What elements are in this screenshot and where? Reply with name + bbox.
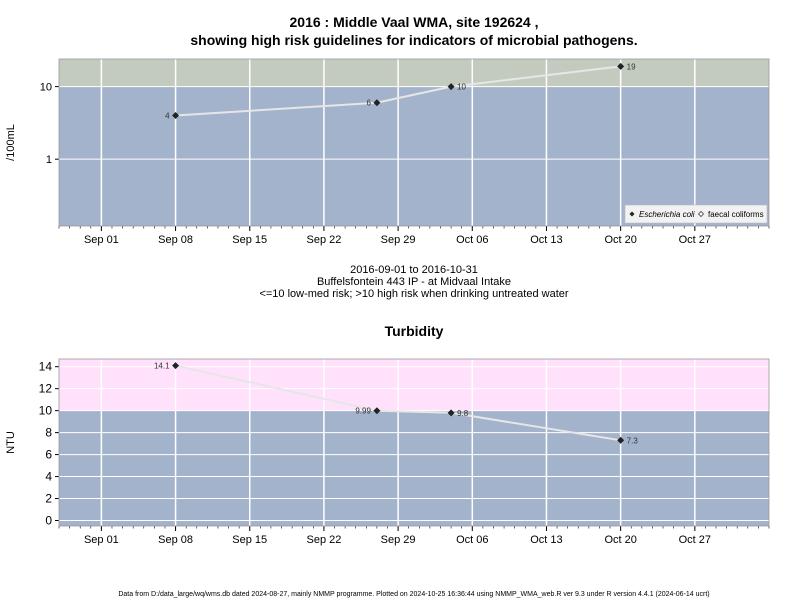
y-tick-label: 10 [40, 82, 52, 94]
series-line [175, 364, 621, 442]
data-label: 4 [165, 111, 170, 120]
y-tick-label: 14 [39, 360, 53, 374]
x-tick-label: Oct 27 [679, 234, 711, 246]
x-tick-label: Oct 20 [604, 234, 636, 246]
x-tick-label: Sep 01 [84, 534, 119, 546]
low-risk-band [59, 86, 769, 226]
x-tick-label: Sep 29 [381, 534, 416, 546]
y-tick-label: 2 [45, 492, 52, 506]
data-point [617, 62, 625, 70]
y-tick-label: 10 [39, 404, 53, 418]
y-axis-label: NTU [5, 431, 17, 454]
data-label: 14.1 [154, 362, 170, 371]
legend-label-ecoli: Escherichia coli [639, 210, 695, 219]
x-tick-label: Oct 13 [530, 534, 562, 546]
data-label: 9.8 [457, 409, 469, 418]
x-tick-label: Oct 20 [604, 534, 636, 546]
x-tick-label: Sep 15 [232, 234, 267, 246]
subtitle-date-range: 2016-09-01 to 2016-10-31 [350, 264, 478, 276]
legend-marker-ecoli [629, 211, 635, 217]
data-point [447, 83, 455, 91]
data-point [373, 407, 381, 415]
legend-box [624, 204, 768, 224]
subtitle-site: Buffelsfontein 443 IP - at Midvaal Intak… [317, 276, 511, 288]
x-tick-label: Oct 27 [679, 534, 711, 546]
y-tick-label: 1 [46, 154, 52, 166]
data-label: 10 [457, 83, 466, 92]
data-label: 19 [627, 62, 636, 71]
x-tick-label: Sep 08 [158, 534, 193, 546]
plot-frame [58, 58, 770, 227]
data-point [617, 436, 625, 444]
y-tick-label: 4 [45, 470, 52, 484]
x-tick-label: Oct 06 [456, 534, 488, 546]
y-tick-label: 8 [45, 426, 52, 440]
plot-frame [58, 358, 770, 527]
legend-marker-faecal [698, 211, 704, 217]
y-tick-label: 12 [39, 382, 53, 396]
figure-title-line1: 2016 : Middle Vaal WMA, site 192624 , [290, 14, 539, 30]
turbidity-title: Turbidity [385, 323, 444, 339]
data-point [172, 362, 180, 370]
y-tick-label: 0 [45, 514, 52, 528]
high-risk-band [59, 59, 769, 87]
x-tick-label: Sep 22 [306, 234, 341, 246]
y-axis-label: /100mL [5, 124, 17, 161]
micro-chart: Sep 01 Sep 08 Sep 15 Sep 22 Sep 29 Oct 06 Oct … [5, 58, 770, 246]
data-label: 7.3 [627, 436, 639, 445]
low-risk-band [59, 410, 769, 526]
x-tick-label: Sep 01 [84, 234, 119, 246]
footer-note: Data from D:/data_large/wq/wms.db dated … [118, 591, 709, 598]
data-point [447, 409, 455, 417]
data-label: 6 [366, 99, 371, 108]
x-tick-label: Oct 13 [530, 234, 562, 246]
high-risk-band [59, 359, 769, 411]
x-tick-label: Sep 22 [306, 534, 341, 546]
data-point [373, 99, 381, 107]
series-line [175, 65, 621, 117]
turbidity-chart: Sep 01 Sep 08 Sep 15 Sep 22 Sep 29 Oct 06 Oct … [5, 358, 770, 546]
legend: Escherichia coli faecal coliforms [624, 204, 768, 224]
legend-label-faecal: faecal coliforms [708, 210, 764, 219]
x-tick-label: Sep 08 [158, 234, 193, 246]
x-tick-label: Sep 15 [232, 534, 267, 546]
data-label: 9.99 [355, 407, 371, 416]
figure-title-line2: showing high risk guidelines for indicat… [190, 32, 637, 48]
x-tick-label: Sep 29 [381, 234, 416, 246]
x-tick-label: Oct 06 [456, 234, 488, 246]
subtitle-guideline: <=10 low-med risk; >10 high risk when dr… [259, 288, 568, 300]
y-tick-label: 6 [45, 448, 52, 462]
data-point [172, 111, 180, 119]
